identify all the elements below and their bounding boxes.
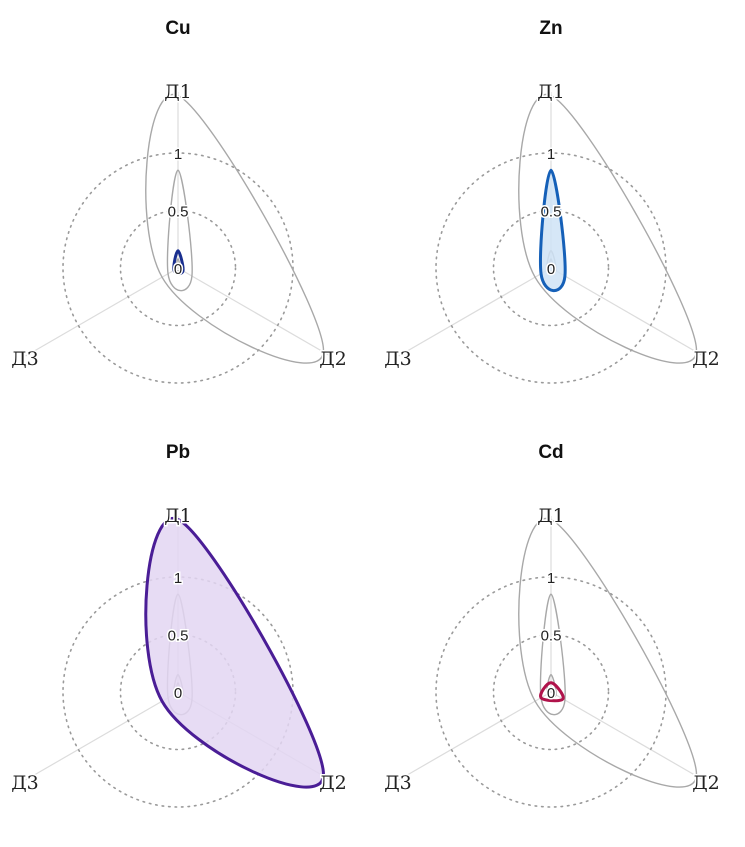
grid-ring-0-5 (492, 633, 610, 751)
tick-label: 0.5 (541, 204, 562, 221)
tick-label: 0.5 (541, 628, 562, 645)
axis-line-3 (25, 267, 179, 357)
series-other-cd (539, 593, 566, 716)
axis-label-1: Д1 (164, 505, 192, 527)
axis-label-1: Д1 (164, 81, 192, 103)
chart-title-pb: Pb (166, 442, 190, 463)
series-other-zn (518, 93, 698, 364)
radar-chart-zn: Zn 0 0.5 1 Д1 Д2 Д3 (383, 18, 721, 384)
axis-line-3 (398, 691, 552, 781)
grid-ring-1 (435, 576, 667, 808)
tick-label: 0 (174, 261, 182, 278)
axis-label-3: Д3 (11, 772, 39, 794)
tick-label: 1 (174, 146, 182, 163)
chart-title-zn: Zn (539, 18, 562, 39)
series-highlight-pb (144, 517, 325, 789)
radar-panel-cd: Cd 0 0.5 1 Д1 Д2 Д3 (373, 424, 745, 847)
series-other-cd (518, 517, 698, 788)
tick-label: 1 (174, 570, 182, 587)
tick-label: 0 (547, 261, 555, 278)
grid-ring-0-5 (119, 209, 237, 327)
radar-chart-pb: Pb 0 0.5 1 Д1 Д2 Д3 (10, 442, 348, 808)
axis-label-3: Д3 (384, 772, 412, 794)
tick-label: 0.5 (168, 204, 189, 221)
tick-label: 0 (547, 685, 555, 702)
tick-label: 1 (547, 146, 555, 163)
axis-label-2: Д2 (692, 772, 720, 794)
axis-label-2: Д2 (319, 772, 347, 794)
grid-ring-1 (62, 152, 294, 384)
series-highlight-cu (172, 249, 185, 276)
grid-ring-0-5 (492, 209, 610, 327)
series-highlight-zn (539, 168, 567, 293)
series-highlight-cd (539, 681, 565, 703)
axis-line-2 (550, 267, 704, 357)
axis-label-3: Д3 (384, 348, 412, 370)
axis-line-2 (177, 267, 331, 357)
radar-panel-pb: Pb 0 0.5 1 Д1 Д2 Д3 (0, 424, 372, 847)
axis-label-2: Д2 (692, 348, 720, 370)
tick-label: 0.5 (168, 628, 189, 645)
radar-chart-cu: Cu 0 0.5 1 Д1 Д2 Д3 (10, 18, 348, 384)
series-other-cu (175, 258, 181, 272)
chart-title-cd: Cd (538, 442, 563, 463)
tick-label: 1 (547, 570, 555, 587)
axis-label-1: Д1 (537, 505, 565, 527)
series-other-cu (145, 93, 325, 364)
chart-title-cu: Cu (165, 18, 190, 39)
axis-label-3: Д3 (11, 348, 39, 370)
grid-ring-1 (435, 152, 667, 384)
axis-line-3 (25, 691, 179, 781)
axis-line-2 (550, 691, 704, 781)
radar-panel-cu: Cu 0 0.5 1 Д1 Д2 Д3 (0, 0, 372, 423)
series-other-cu (166, 169, 193, 292)
tick-label: 0 (174, 685, 182, 702)
radar-panel-zn: Zn 0 0.5 1 Д1 Д2 Д3 (373, 0, 745, 423)
axis-label-1: Д1 (537, 81, 565, 103)
axis-line-3 (398, 267, 552, 357)
radar-chart-cd: Cd 0 0.5 1 Д1 Д2 Д3 (383, 442, 721, 808)
axis-label-2: Д2 (319, 348, 347, 370)
